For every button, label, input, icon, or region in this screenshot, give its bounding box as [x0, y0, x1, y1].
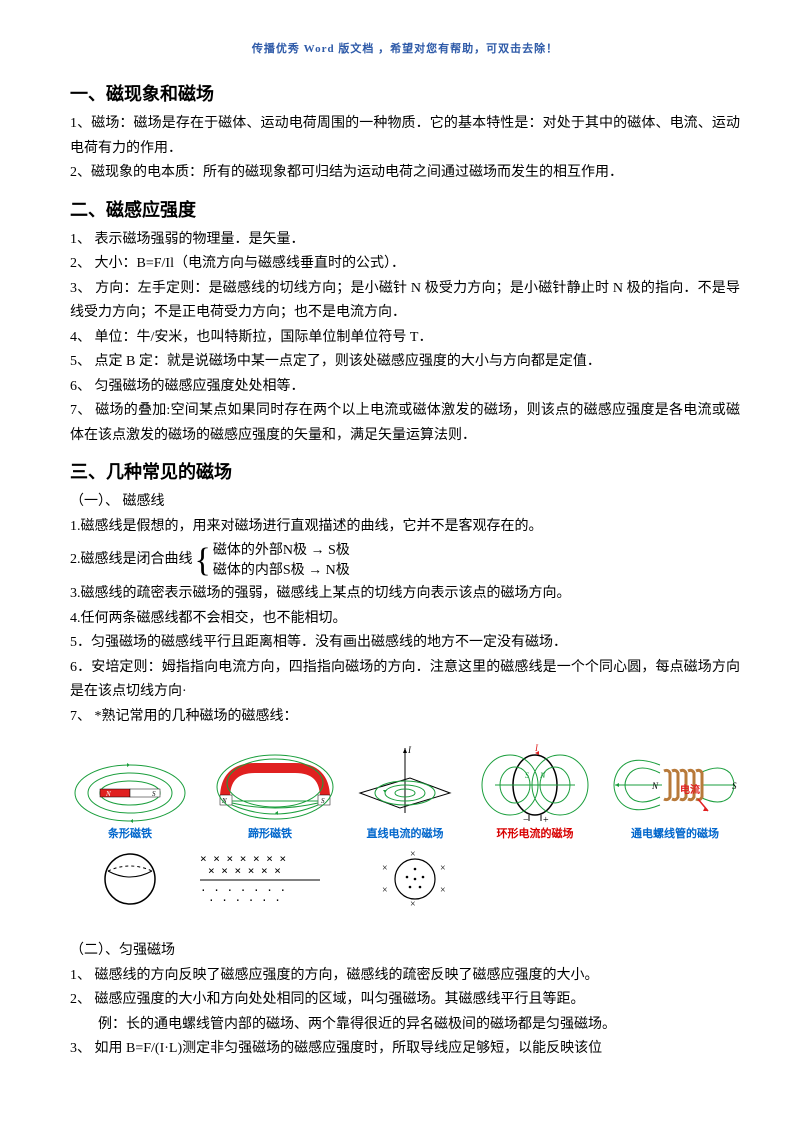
svg-text:N: N — [651, 781, 659, 791]
s3-p5: 5．匀强磁场的磁感线平行且距离相等．没有画出磁感线的地方不一定没有磁场． — [70, 631, 740, 656]
diagram-bar-magnet: N S 条形磁铁 — [70, 753, 190, 841]
svg-text:×: × — [440, 885, 446, 896]
s3-q2: 2、 磁感应强度的大小和方向处处相同的区域，叫匀强磁场。其磁感线平行且等距。 — [70, 988, 740, 1013]
s2-p2: 2、 大小：B=F/Il（电流方向与磁感线垂直时的公式）． — [70, 252, 740, 277]
s1-p2: 2、磁现象的电本质：所有的磁现象都可归结为运动电荷之间通过磁场而发生的相互作用． — [70, 161, 740, 186]
svg-text:· · · · · ·: · · · · · · — [208, 894, 281, 907]
svg-text:× × × × × ×: × × × × × × — [208, 864, 281, 877]
diagram-sphere — [100, 849, 160, 909]
svg-text:×: × — [382, 885, 388, 896]
cap-horseshoe: 蹄形磁铁 — [248, 825, 292, 841]
svg-text:N: N — [105, 790, 111, 798]
brace-icon: { — [195, 544, 211, 578]
s2-p5: 5、 点定 B 定：就是说磁场中某一点定了，则该处磁感应强度的大小与方向都是定值… — [70, 350, 740, 375]
s3-p3: 3.磁感线的疏密表示磁场的强弱，磁感线上某点的切线方向表示该点的磁场方向。 — [70, 582, 740, 607]
s3-p7: 7、 *熟记常用的几种磁场的磁感线： — [70, 705, 740, 730]
diagram-straight-wire: I 直线电流的磁场 — [350, 743, 460, 841]
diagram-horseshoe: N S 蹄形磁铁 — [205, 753, 335, 841]
s3-p2b2: 磁体的内部S极 → N极 — [213, 561, 350, 581]
svg-text:电流: 电流 — [680, 783, 700, 796]
s2-p6: 6、 匀强磁场的磁感应强度处处相等． — [70, 375, 740, 400]
diagram-circle-field: × × × × × × — [370, 849, 460, 909]
s3-sub1: （一）、 磁感线 — [70, 490, 740, 515]
s3-sub2: （二）、匀强磁场 — [70, 939, 740, 964]
diagrams-row-1: N S 条形磁铁 N S 蹄形磁铁 — [70, 743, 740, 841]
section-3-title: 三、几种常见的磁场 — [70, 458, 740, 484]
s3-q3: 3、 如用 B=F/(I·L)测定非匀强磁场的磁感应强度时，所取导线应足够短，以… — [70, 1037, 740, 1062]
s3-p4: 4.任何两条磁感线都不会相交，也不能相切。 — [70, 607, 740, 632]
s2-p7: 7、 磁场的叠加:空间某点如果同时存在两个以上电流或磁体激发的磁场，则该点的磁感… — [70, 399, 740, 448]
svg-text:I: I — [407, 745, 412, 755]
s3-p2-formula: 2.磁感线是闭合曲线 { 磁体的外部N极 → S极 磁体的内部S极 → N极 — [70, 541, 740, 580]
svg-text:S: S — [152, 790, 156, 798]
s3-p2a: 2.磁感线是闭合曲线 — [70, 549, 193, 571]
diagram-solenoid: N S 电流 通电螺线管的磁场 — [610, 743, 740, 841]
cap-straight: 直线电流的磁场 — [367, 825, 444, 841]
svg-text:×: × — [382, 863, 388, 874]
svg-text:×: × — [410, 899, 416, 909]
diagram-into-out: × × × × × × × × × × × × × · · · · · · · … — [200, 852, 330, 907]
s3-q1: 1、 磁感线的方向反映了磁感应强度的方向，磁感线的疏密反映了磁感应强度的大小。 — [70, 964, 740, 989]
svg-text:S: S — [525, 771, 529, 780]
s3-p2b1: 磁体的外部N极 → S极 — [213, 541, 350, 561]
svg-text:N: N — [539, 771, 546, 780]
s3-p6: 6．安培定则：姆指指向电流方向，四指指向磁场的方向．注意这里的磁感线是一个个同心… — [70, 656, 740, 705]
s1-p1: 1、磁场：磁场是存在于磁体、运动电荷周围的一种物质．它的基本特性是：对处于其中的… — [70, 112, 740, 161]
header-note: 传播优秀 Word 版文档 ，希望对您有帮助，可双击去除！ — [70, 40, 740, 56]
cap-solenoid: 通电螺线管的磁场 — [631, 825, 719, 841]
svg-text:×: × — [410, 849, 416, 860]
s2-p1: 1、 表示磁场强弱的物理量．是矢量． — [70, 228, 740, 253]
svg-text:×: × — [440, 863, 446, 874]
svg-text:+: + — [543, 815, 549, 823]
cap-bar: 条形磁铁 — [108, 825, 152, 841]
s3-p1: 1.磁感线是假想的，用来对磁场进行直观描述的曲线，它并不是客观存在的。 — [70, 515, 740, 540]
s2-p3: 3、 方向：左手定则：是磁感线的切线方向；是小磁针 N 极受力方向；是小磁针静止… — [70, 277, 740, 326]
diagram-loop: S N I − + 环形电流的磁场 — [475, 743, 595, 841]
section-1-title: 一、磁现象和磁场 — [70, 80, 740, 106]
section-2-title: 二、磁感应强度 — [70, 196, 740, 222]
svg-text:−: − — [523, 815, 529, 823]
s2-p4: 4、 单位：牛/安米，也叫特斯拉，国际单位制单位符号 T． — [70, 326, 740, 351]
cap-loop: 环形电流的磁场 — [497, 825, 574, 841]
diagrams-row-2: × × × × × × × × × × × × × · · · · · · · … — [100, 849, 740, 909]
s3-q2b: 例：长的通电螺线管内部的磁场、两个靠得很近的异名磁极间的磁场都是匀强磁场。 — [70, 1013, 740, 1038]
svg-text:S: S — [732, 781, 737, 791]
